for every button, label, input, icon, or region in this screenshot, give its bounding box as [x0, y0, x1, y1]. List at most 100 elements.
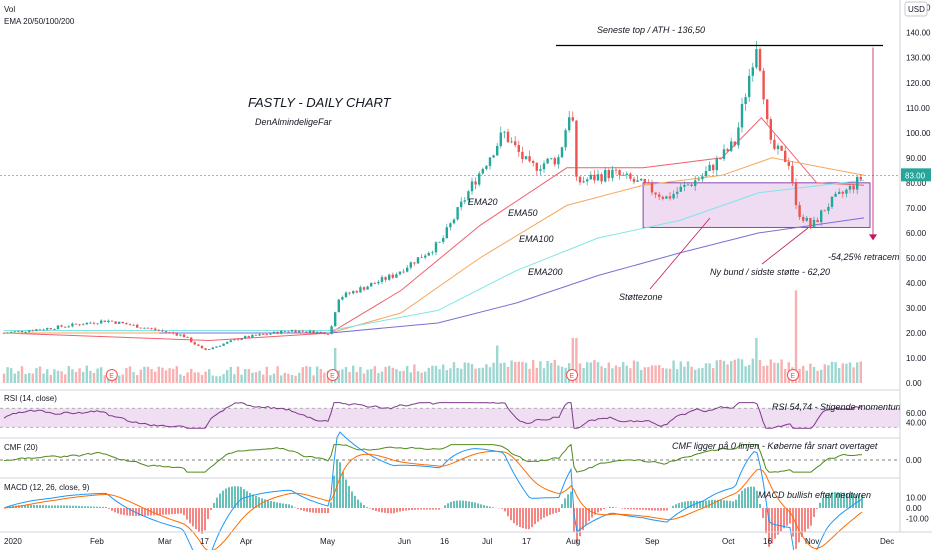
price-badge	[901, 168, 931, 182]
candle-body	[215, 346, 218, 348]
candle-body	[564, 130, 567, 148]
macd-hist-bar	[369, 508, 371, 509]
volume-bar	[640, 369, 643, 383]
candle-body	[222, 343, 225, 346]
macd-hist-bar	[552, 508, 554, 514]
candle-body	[20, 330, 24, 333]
macd-hist-bar	[732, 501, 734, 508]
earnings-marker[interactable]	[786, 369, 799, 381]
macd-hist-bar	[183, 508, 185, 516]
candle-body	[683, 184, 686, 187]
candle-body	[571, 117, 574, 121]
volume-bar	[542, 368, 546, 383]
earnings-marker[interactable]	[105, 369, 118, 381]
candle-body	[103, 320, 106, 322]
macd-hist-bar	[747, 487, 749, 508]
candle-body	[773, 139, 776, 150]
candle-body	[470, 181, 474, 192]
earnings-marker[interactable]	[566, 369, 579, 381]
macd-hist-bar	[687, 501, 689, 508]
candle-body	[744, 97, 747, 104]
volume-bar	[712, 368, 715, 383]
candle-body	[805, 217, 808, 221]
price-tick: 130.00	[906, 54, 931, 63]
ema100-line	[4, 179, 865, 331]
volume-bar	[6, 367, 9, 383]
candle-body	[197, 344, 200, 346]
candle-body	[413, 262, 416, 264]
candle-body	[704, 171, 708, 177]
volume-bar	[420, 372, 423, 383]
volume-bar	[413, 364, 416, 383]
macd-hist-bar	[219, 493, 221, 508]
price-axis[interactable]: 150.00140.00130.00120.00110.00100.0090.0…	[899, 0, 932, 532]
earnings-marker[interactable]	[326, 369, 339, 381]
macd-hist-bar	[240, 486, 242, 508]
time-tick: 16	[763, 537, 772, 546]
volume-bar	[665, 368, 668, 383]
volume-bar	[82, 372, 85, 383]
volume-bar	[535, 367, 538, 383]
volume-bar	[20, 366, 24, 383]
candle-body	[424, 255, 427, 258]
macd-hist-bar	[507, 508, 509, 517]
macd-hist-bar	[135, 508, 137, 516]
candle-body	[146, 327, 150, 329]
macd-hist-bar	[534, 508, 536, 525]
macd-hist-bar	[387, 508, 389, 514]
macd-hist-bar	[249, 492, 251, 508]
macd-hist-bar	[228, 487, 230, 508]
macd-legend: MACD (12, 26, close, 9)	[4, 483, 90, 492]
volume-bar	[244, 369, 247, 383]
price-tick: 20.00	[906, 329, 927, 338]
macd-hist-bar	[420, 508, 422, 510]
macd-hist-bar	[153, 508, 155, 516]
candle-body	[542, 163, 546, 170]
candle-body	[121, 321, 124, 324]
candle-body	[110, 320, 114, 322]
volume-bar	[287, 373, 290, 383]
volume-bar	[492, 362, 495, 383]
macd-hist-bar	[444, 505, 446, 508]
macd-hist-bar	[231, 486, 233, 508]
macd-hist-bar	[354, 495, 356, 508]
candle-body	[661, 196, 664, 199]
candle-body	[265, 334, 268, 336]
macd-hist-bar	[465, 500, 467, 508]
candle-body	[128, 324, 132, 326]
candle-body	[348, 292, 351, 294]
macd-hist-bar	[675, 504, 677, 508]
candle-body	[740, 103, 744, 128]
volume-bar	[53, 369, 56, 383]
macd-hist-bar	[273, 501, 275, 508]
candle-body	[211, 347, 214, 350]
macd-hist-bar	[237, 486, 239, 508]
candle-body	[643, 178, 646, 183]
price-tick: 60.00	[906, 229, 927, 238]
volume-bar	[100, 367, 103, 383]
volume-bar	[424, 371, 427, 383]
macd-hist-bar	[768, 508, 770, 547]
volume-bar	[341, 369, 344, 383]
candle-body	[798, 205, 801, 217]
time-axis[interactable]: 2020 Feb Mar 17 Apr May Jun 16 Jul 17 Aug Sep Oct 16 N…	[0, 531, 932, 546]
macd-hist-bar	[660, 508, 662, 511]
volume-bar	[17, 371, 20, 383]
candle-body	[539, 169, 542, 171]
currency-badge[interactable]	[904, 1, 928, 17]
candle-body	[838, 191, 841, 194]
candle-body	[776, 145, 780, 150]
macd-hist-bar	[348, 486, 350, 508]
macd-hist-bar	[684, 501, 686, 508]
candle-body	[416, 257, 420, 264]
candle-body	[528, 156, 531, 162]
macd-hist-bar	[198, 508, 200, 532]
macd-hist-bar	[570, 491, 572, 508]
macd-hist-bar	[396, 508, 398, 513]
macd-hist-bar	[480, 504, 482, 508]
macd-hist-bar	[327, 508, 329, 514]
macd-hist-bar	[630, 508, 632, 510]
volume-bar	[193, 372, 196, 383]
volume-bar	[528, 368, 531, 383]
